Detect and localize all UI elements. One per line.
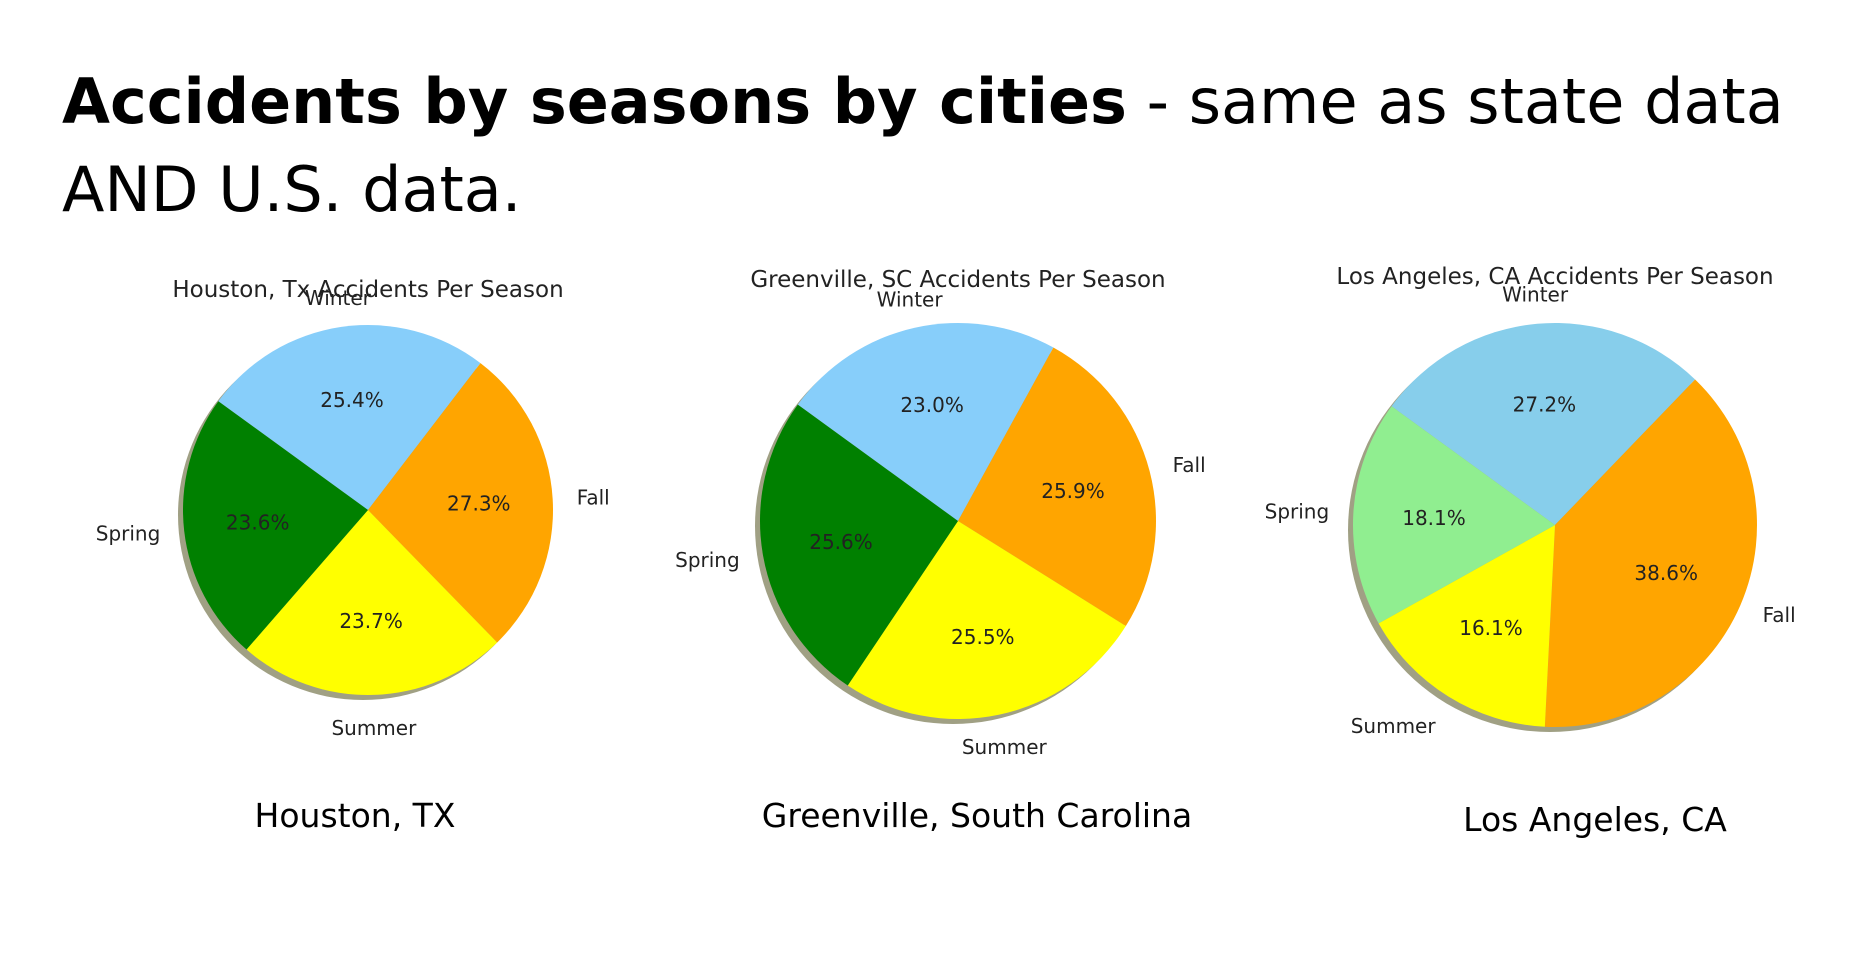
slice-percent-winter: 25.4% (320, 388, 384, 412)
slice-label-fall: Fall (577, 486, 610, 510)
pie-slice-fall (958, 347, 1157, 627)
pie-slice-summer (246, 510, 498, 696)
slide-title: Accidents by seasons by cities - same as… (62, 58, 1842, 234)
caption-houston: Houston, TX (254, 796, 456, 835)
slice-label-spring: Spring (96, 522, 161, 546)
slice-percent-spring: 25.6% (809, 530, 873, 554)
slice-percent-summer: 23.7% (339, 609, 403, 633)
slice-percent-winter: 23.0% (900, 393, 964, 417)
slice-percent-fall: 38.6% (1634, 561, 1698, 585)
slice-label-spring: Spring (675, 548, 740, 572)
slice-percent-spring: 18.1% (1402, 506, 1466, 530)
slice-percent-summer: 16.1% (1459, 616, 1523, 640)
slice-percent-fall: 25.9% (1041, 479, 1105, 503)
slice-label-summer: Summer (962, 735, 1048, 759)
pie-slice-summer (1378, 525, 1555, 727)
pie-slice-winter (797, 322, 1054, 521)
los-angeles-chart-title: Los Angeles, CA Accidents Per Season (1336, 264, 1773, 290)
slice-label-winter: Winter (1502, 283, 1569, 307)
pie-slice-spring (182, 401, 368, 650)
pie-slice-winter (1391, 323, 1696, 525)
slice-label-winter: Winter (877, 288, 944, 312)
pie-slice-spring (1353, 406, 1555, 624)
slice-label-summer: Summer (1351, 714, 1437, 738)
slice-percent-spring: 23.6% (226, 511, 290, 535)
caption-greenville: Greenville, South Carolina (761, 796, 1193, 835)
pie-slice-spring (759, 404, 958, 686)
pie-slice-winter (218, 324, 481, 510)
pie-slice-fall (368, 363, 554, 643)
los-angeles-pie-chart: Los Angeles, CA Accidents Per Season 27.2… (1265, 264, 1796, 738)
slice-label-spring: Spring (1265, 500, 1330, 524)
slice-label-fall: Fall (1763, 603, 1796, 627)
slice-label-fall: Fall (1173, 453, 1206, 477)
pie-slice-fall (1544, 379, 1757, 727)
caption-los-angeles: Los Angeles, CA (1463, 800, 1727, 839)
slide-title-rest: - same as state data AND U.S. data. (62, 65, 1784, 226)
slice-label-summer: Summer (331, 716, 417, 740)
greenville-pie-chart: Greenville, SC Accidents Per Season 23.0%… (675, 267, 1206, 759)
pie-slice-summer (847, 521, 1126, 720)
greenville-chart-title: Greenville, SC Accidents Per Season (750, 267, 1165, 293)
slice-label-winter: Winter (305, 286, 372, 310)
houston-chart-title: Houston, Tx Accidents Per Season (172, 277, 563, 303)
slice-percent-summer: 25.5% (951, 625, 1015, 649)
slice-percent-winter: 27.2% (1513, 392, 1577, 416)
houston-pie-chart: Houston, Tx Accidents Per Season 25.4% Win… (96, 277, 610, 740)
slide-title-bold: Accidents by seasons by cities (62, 65, 1127, 138)
slice-percent-fall: 27.3% (447, 491, 511, 515)
